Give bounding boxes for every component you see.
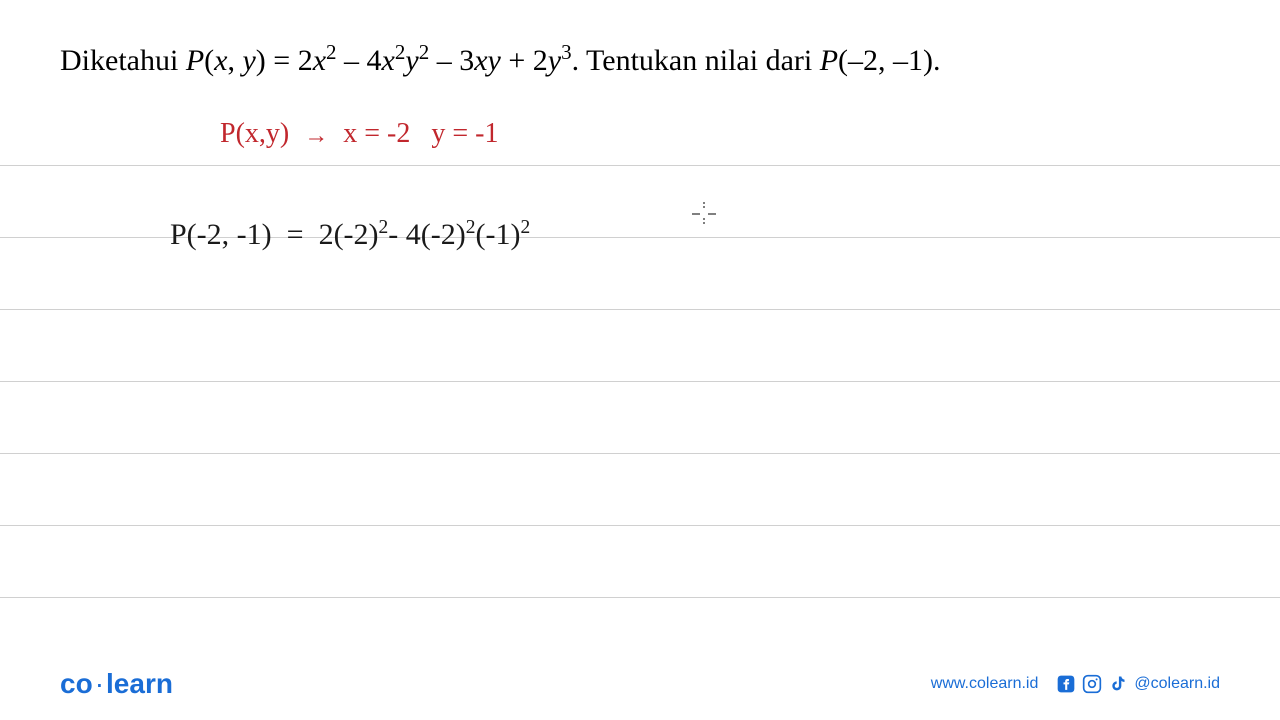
instagram-icon	[1082, 674, 1102, 694]
rule-line	[0, 525, 1280, 526]
cursor-indicator	[690, 200, 718, 228]
problem-statement: Diketahui P(x, y) = 2x2 – 4x2y2 – 3xy + …	[60, 40, 1220, 82]
brand-logo: co·learn	[60, 668, 173, 700]
rule-line	[0, 597, 1280, 598]
facebook-icon	[1056, 674, 1076, 694]
social-handle: @colearn.id	[1134, 675, 1220, 693]
rule-line	[0, 453, 1280, 454]
website-url: www.colearn.id	[931, 675, 1039, 693]
handwriting-line-1: P(x,y) → x = -2 y = -1	[220, 120, 498, 148]
tiktok-icon	[1108, 674, 1128, 694]
social-links: @colearn.id	[1056, 674, 1220, 694]
logo-part-1: co	[60, 668, 93, 699]
handwriting-line-2: P(-2, -1) = 2(-2)2- 4(-2)2(-1)2	[170, 220, 530, 250]
footer-right: www.colearn.id @colearn.id	[931, 674, 1220, 694]
page-container: Diketahui P(x, y) = 2x2 – 4x2y2 – 3xy + …	[0, 0, 1280, 720]
rule-line	[0, 309, 1280, 310]
footer: co·learn www.colearn.id @colearn.id	[60, 668, 1220, 700]
logo-dot: ·	[95, 668, 104, 699]
logo-part-2: learn	[106, 668, 173, 699]
rule-line	[0, 381, 1280, 382]
rule-line	[0, 165, 1280, 166]
